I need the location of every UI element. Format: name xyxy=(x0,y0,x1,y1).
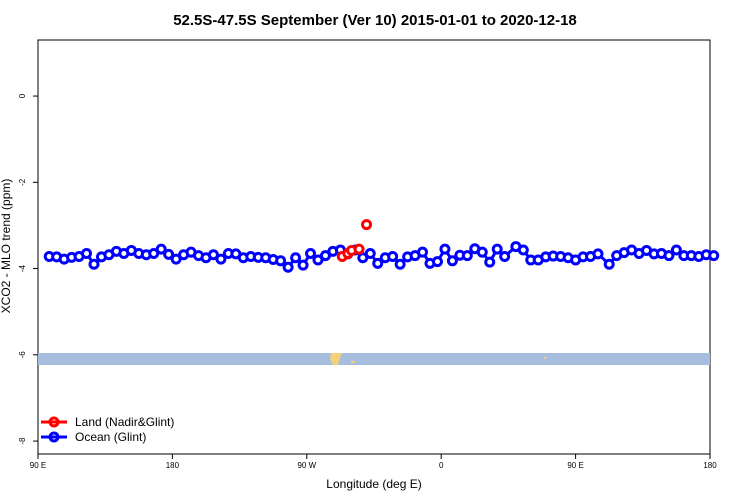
series-ocean-point xyxy=(215,253,227,265)
series-ocean-point xyxy=(603,258,615,270)
series-ocean-point xyxy=(364,247,376,259)
series-ocean-point xyxy=(81,247,93,259)
land-mass-island xyxy=(543,356,547,360)
y-tick-label: -6 xyxy=(18,351,27,359)
series-ocean-point xyxy=(394,258,406,270)
x-tick-label: 0 xyxy=(439,461,444,470)
series-ocean xyxy=(43,241,720,273)
series-ocean-point xyxy=(439,243,451,255)
series-ocean-point xyxy=(290,252,302,264)
land-mass-south-america xyxy=(330,353,342,365)
plot-frame xyxy=(37,39,711,455)
chart-title: 52.5S-47.5S September (Ver 10) 2015-01-0… xyxy=(173,12,577,29)
series-ocean-point xyxy=(592,248,604,260)
series-ocean-point xyxy=(148,247,160,259)
series-land xyxy=(336,219,373,262)
series-ocean-point xyxy=(484,256,496,268)
legend-ocean-marker xyxy=(48,431,60,443)
x-tick-label: 90 E xyxy=(30,461,46,470)
y-tick-label: 0 xyxy=(18,93,27,98)
series-ocean-point xyxy=(499,250,511,262)
series-ocean-point xyxy=(491,243,503,255)
series-ocean-point xyxy=(417,246,429,258)
series-ocean-point xyxy=(312,254,324,266)
legend-item-ocean: Ocean (Glint) xyxy=(41,430,146,444)
legend-land-label: Land (Nadir&Glint) xyxy=(75,415,174,429)
x-axis: 90 E 180 90 W 0 90 E 180 xyxy=(30,454,717,470)
y-tick-label: -8 xyxy=(18,437,27,445)
series-ocean-point xyxy=(305,247,317,259)
series-ocean-point xyxy=(170,253,182,265)
legend: Land (Nadir&Glint) Ocean (Glint) xyxy=(41,415,174,444)
legend-land-marker xyxy=(48,416,60,428)
x-tick-label: 90 W xyxy=(297,461,316,470)
series-ocean-point xyxy=(517,244,529,256)
series-land-point xyxy=(361,219,373,231)
series-ocean-point xyxy=(319,250,331,262)
series-ocean-point xyxy=(372,257,384,269)
x-tick-label: 180 xyxy=(166,461,180,470)
series-ocean-point xyxy=(163,248,175,260)
series-ocean-point xyxy=(476,246,488,258)
y-axis: 0 -2 -4 -6 -8 xyxy=(18,93,38,445)
series-ocean-point xyxy=(357,252,369,264)
series-layer xyxy=(43,219,720,273)
series-ocean-point xyxy=(155,243,167,255)
y-axis-label: XCO2 - MLO trend (ppm) xyxy=(0,179,13,314)
series-ocean-point xyxy=(282,261,294,273)
x-tick-label: 180 xyxy=(703,461,717,470)
land-mass-islands xyxy=(351,361,355,363)
series-ocean-point xyxy=(387,250,399,262)
series-ocean-point xyxy=(708,250,720,262)
series-ocean-point xyxy=(297,259,309,271)
legend-item-land: Land (Nadir&Glint) xyxy=(41,415,174,429)
y-tick-label: -2 xyxy=(18,178,27,186)
series-ocean-point xyxy=(431,256,443,268)
legend-ocean-label: Ocean (Glint) xyxy=(75,430,146,444)
series-ocean-point xyxy=(446,255,458,267)
series-ocean-point xyxy=(88,258,100,270)
x-tick-label: 90 E xyxy=(567,461,583,470)
series-ocean-point xyxy=(275,255,287,267)
x-axis-label: Longitude (deg E) xyxy=(326,477,421,491)
series-ocean-point xyxy=(461,250,473,262)
series-ocean-point xyxy=(663,250,675,262)
map-strip xyxy=(38,353,710,365)
series-land-point xyxy=(353,243,365,255)
ocean-strip xyxy=(38,353,710,365)
series-ocean-point xyxy=(207,249,219,261)
y-tick-label: -4 xyxy=(18,264,27,272)
series-ocean-point xyxy=(670,244,682,256)
